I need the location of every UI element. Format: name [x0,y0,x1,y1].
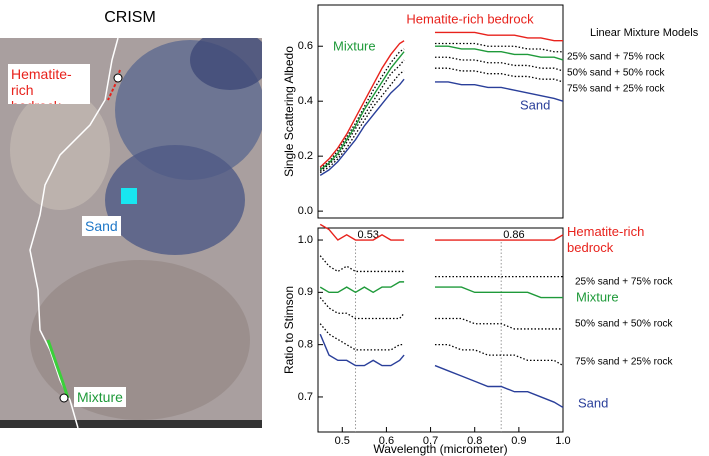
x-tick-label: 1.0 [555,435,570,447]
series-label: Hematite-rich bedrock [406,11,534,26]
y-tick-label: 0.9 [298,286,313,298]
boundary-line [29,38,119,428]
y-tick-label: 0.7 [298,391,313,403]
image-label: Hematite-rich bedrock [8,64,90,104]
crism-image [0,38,262,428]
image-label-box: Sand [82,216,121,236]
series-label: 25% sand + 75% rock [567,52,666,63]
x-tick-label: 0.9 [511,435,526,447]
image-label-box: Hematite-rich bedrock [8,64,90,104]
image-label: Mixture [74,387,126,407]
y-axis-title: Single Scattering Albedo [282,46,296,177]
series-label: 25% sand + 75% rock [575,277,674,288]
series-line [319,45,564,171]
mottled-region [30,260,250,420]
y-tick-label: 0.0 [298,205,313,217]
series-line [319,56,564,172]
y-tick-label: 1.0 [298,234,313,246]
legend-title: Linear Mixture Models [590,27,699,39]
x-tick-label: 0.6 [379,435,394,447]
image-edge [0,420,262,428]
x-tick-label: 0.8 [467,435,482,447]
series-line [319,78,564,176]
series-label: 50% sand + 50% rock [567,68,666,79]
y-axis-title: Ratio to Stimson [282,286,296,374]
x-axis-title: Wavelength (micrometer) [373,442,507,456]
y-tick-label: 0.6 [298,40,313,52]
mixture-segment [46,339,70,399]
series-label: Hematite-rich bedrock [567,224,645,255]
x-tick-label: 0.7 [423,435,438,447]
light-region [10,90,110,210]
series-line [319,31,563,168]
reference-label: 0.86 [503,229,524,241]
plot-frame [317,227,564,433]
y-tick-label: 0.8 [298,339,313,351]
image-label: Sand [82,216,121,236]
x-tick-label: 0.5 [335,435,350,447]
series-label: Sand [578,395,608,410]
series-line [319,42,563,170]
series-label: Mixture [333,38,376,53]
dark-region [190,38,262,90]
sand-marker [121,188,137,204]
dark-region [105,145,245,255]
series-line [319,223,564,241]
image-label-box: Mixture [74,387,126,407]
series-label: 75% sand + 25% rock [575,357,674,368]
series-line [319,297,563,330]
image-title: CRISM [104,9,156,26]
series-line [319,67,564,174]
y-tick-label: 0.2 [298,150,313,162]
series-label: 50% sand + 50% rock [575,319,674,330]
series-line [319,323,564,367]
series-label: Sand [520,97,550,112]
reference-label: 0.53 [358,229,379,241]
series-label: 75% sand + 25% rock [567,84,666,95]
series-label: Mixture [576,289,619,304]
location-marker [113,73,123,83]
series-line [319,333,564,409]
series-line [319,281,563,299]
series-line [319,255,563,278]
location-marker [59,393,69,403]
series-label-box: Hematite-rich bedrock [567,224,645,255]
plot-frame [317,4,564,219]
y-tick-label: 0.4 [298,95,313,107]
